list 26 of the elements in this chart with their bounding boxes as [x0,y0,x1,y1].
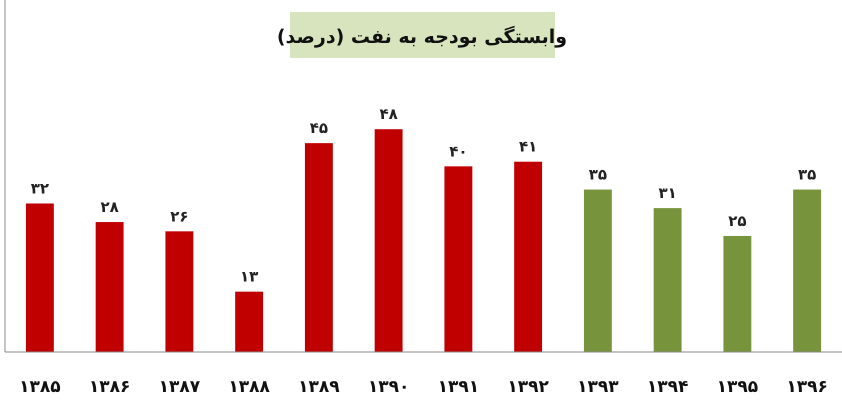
data-label: ۳۵ [798,166,816,184]
x-tick-label: ۱۳۹۰ [368,377,410,397]
data-label: ۲۵ [728,212,747,230]
x-tick-label: ۱۳۹۴ [646,377,688,397]
data-label: ۴۵ [310,119,328,138]
data-label: ۲۸ [100,198,119,216]
data-label: ۱۳ [240,268,258,286]
x-tick-label: ۱۳۸۶ [88,377,130,397]
data-label: ۴۸ [379,105,398,124]
data-label: ۳۱ [658,184,677,202]
data-label: ۴۰ [449,142,468,160]
x-tick-label: ۱۳۸۵ [19,377,61,397]
x-tick-label: ۱۳۸۸ [228,377,270,397]
x-tick-label: ۱۳۹۶ [786,377,828,397]
x-tick-label: ۱۳۸۹ [298,377,340,397]
chart-title: وابستگی بودجه به نفت (درصد) [276,25,568,48]
data-label: ۲۶ [170,207,189,226]
x-tick-label: ۱۳۹۳ [577,377,620,397]
data-label: ۳۵ [588,166,608,184]
x-tick-label: ۱۳۹۵ [716,377,758,397]
x-tick-label: ۱۳۹۱ [438,377,480,397]
title: وابستگی بودجه به نفت (درصد) [276,12,568,58]
x-tick-label: ۱۳۹۲ [507,377,550,397]
data-label: ۳۲ [30,179,50,198]
data-label: ۴۱ [518,138,538,156]
x-tick-label: ۱۳۸۷ [158,377,201,397]
